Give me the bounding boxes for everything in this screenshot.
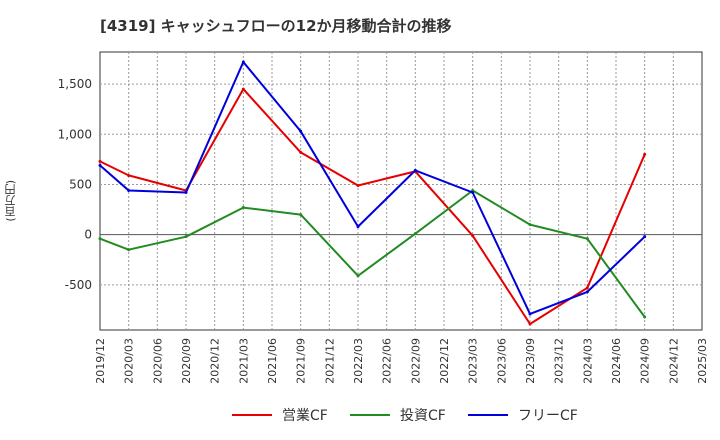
x-tick-label: 2024/12	[667, 338, 680, 384]
axis-layer: -500 0 500 1,000 1,500 2019/12 2020/03 2020/06 2…	[58, 77, 709, 384]
x-tick-label: 2021/06	[266, 338, 279, 384]
x-tick-label: 2022/06	[381, 338, 394, 384]
data-point	[98, 163, 102, 167]
x-tick-label: 2021/09	[295, 338, 308, 384]
y-tick-label: -500	[65, 278, 92, 292]
series-line-0	[99, 88, 646, 325]
data-point	[241, 206, 245, 210]
x-tick-label: 2020/09	[180, 338, 193, 384]
data-point	[643, 235, 647, 239]
data-point	[184, 235, 188, 239]
x-tick-label: 2023/06	[495, 338, 508, 384]
chart-title: [4319] キャッシュフローの12か月移動合計の推移	[100, 17, 452, 35]
x-tick-label: 2020/06	[151, 338, 164, 384]
legend-item-free-cf: フリーCF	[468, 400, 578, 430]
y-tick-label: 500	[69, 177, 92, 191]
series-line-2	[99, 61, 646, 315]
x-tick-label: 2021/12	[323, 338, 336, 384]
y-tick-label: 1,500	[58, 77, 92, 91]
data-point	[585, 237, 589, 241]
x-tick-label: 2022/03	[352, 338, 365, 384]
data-point	[98, 237, 102, 241]
data-point	[413, 232, 417, 236]
y-tick-label: 1,000	[58, 127, 92, 141]
data-point	[471, 234, 475, 238]
x-tick-label: 2024/09	[639, 338, 652, 384]
data-point	[643, 152, 647, 156]
data-point	[471, 191, 475, 195]
data-point	[528, 322, 532, 326]
legend-item-investing-cf: 投資CF	[350, 400, 446, 430]
data-point	[184, 191, 188, 195]
data-point	[356, 274, 360, 278]
plot-frame	[99, 51, 703, 331]
data-point	[356, 183, 360, 187]
data-point	[299, 150, 303, 154]
series-layer	[98, 60, 647, 326]
data-point	[127, 188, 131, 192]
data-point	[98, 159, 102, 163]
data-point	[528, 223, 532, 227]
data-point	[127, 248, 131, 252]
series-line-1	[99, 189, 646, 318]
legend-label-free-cf: フリーCF	[518, 408, 578, 424]
x-tick-label: 2024/06	[610, 338, 623, 384]
data-point	[356, 225, 360, 229]
data-point	[299, 213, 303, 217]
x-tick-label: 2024/03	[581, 338, 594, 384]
legend-swatch-investing-cf	[350, 414, 390, 416]
grid-layer	[99, 51, 703, 331]
data-point	[528, 312, 532, 316]
legend-swatch-free-cf	[468, 414, 508, 416]
x-tick-label: 2020/12	[209, 338, 222, 384]
data-point	[413, 168, 417, 172]
x-tick-label: 2023/12	[553, 338, 566, 384]
data-point	[585, 286, 589, 290]
legend: 営業CF 投資CF フリーCF	[0, 400, 720, 430]
data-point	[241, 60, 245, 64]
x-tick-label: 2025/03	[696, 338, 709, 384]
x-tick-label: 2022/09	[409, 338, 422, 384]
x-tick-label: 2022/12	[438, 338, 451, 384]
data-point	[299, 129, 303, 133]
x-tick-label: 2020/03	[123, 338, 136, 384]
data-point	[585, 290, 589, 294]
legend-label-investing-cf: 投資CF	[400, 408, 446, 424]
data-point	[643, 315, 647, 319]
x-tick-label: 2023/09	[524, 338, 537, 384]
line-chart: -500 0 500 1,000 1,500 2019/12 2020/03 2020/06 2…	[58, 51, 709, 384]
data-point	[241, 87, 245, 91]
x-tick-label: 2019/12	[94, 338, 107, 384]
y-tick-label: 0	[84, 228, 92, 242]
x-tick-label: 2021/03	[237, 338, 250, 384]
legend-label-operating-cf: 営業CF	[282, 408, 328, 424]
data-point	[127, 173, 131, 177]
legend-swatch-operating-cf	[232, 414, 272, 416]
x-tick-label: 2023/03	[467, 338, 480, 384]
legend-item-operating-cf: 営業CF	[232, 400, 328, 430]
